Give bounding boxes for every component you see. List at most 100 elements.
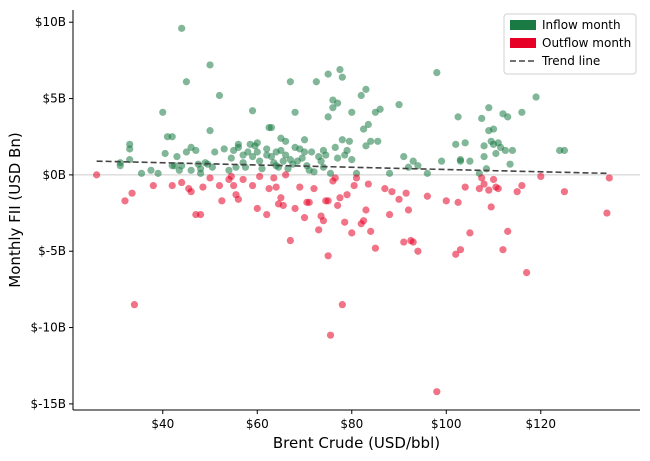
inflow-point-138 <box>492 149 500 158</box>
inflow-point-95 <box>336 65 344 74</box>
inflow-point-126 <box>461 139 469 147</box>
outflow-point-71 <box>414 247 422 255</box>
outflow-point-19 <box>234 195 242 203</box>
outflow-point-84 <box>487 203 495 211</box>
y-tick-label: $0B <box>42 168 66 182</box>
outflow-point-55 <box>352 174 361 182</box>
inflow-point-9 <box>161 149 169 158</box>
outflow-point-65 <box>395 195 403 203</box>
outflow-point-70 <box>409 238 417 246</box>
inflow-point-118 <box>414 162 422 170</box>
inflow-point-7 <box>154 169 162 177</box>
inflow-point-146 <box>518 108 526 116</box>
inflow-point-52 <box>263 145 271 153</box>
outflow-point-77 <box>456 246 465 254</box>
outflow-point-17 <box>230 181 238 190</box>
inflow-point-16 <box>178 24 186 32</box>
inflow-point-50 <box>256 157 264 165</box>
inflow-point-113 <box>385 169 394 177</box>
inflow-point-127 <box>466 157 474 165</box>
inflow-point-91 <box>329 104 337 112</box>
inflow-point-45 <box>248 107 257 115</box>
outflow-point-67 <box>402 189 410 197</box>
y-tick-label: $5B <box>42 92 66 106</box>
inflow-point-89 <box>326 169 335 177</box>
axis-ticks: $40 $60 $80 $100 $120 $10B $5B $0B $-5B $-10B $-15… <box>31 15 557 431</box>
outflow-point-27 <box>272 183 280 191</box>
inflow-point-64 <box>282 137 290 145</box>
inflow-point-29 <box>206 127 214 135</box>
inflow-point-130 <box>480 142 488 150</box>
inflow-point-28 <box>206 61 214 69</box>
outflow-point-94 <box>560 188 569 196</box>
inflow-point-117 <box>409 157 417 165</box>
outflow-point-34 <box>296 183 304 191</box>
outflow-point-32 <box>286 236 294 245</box>
outflow-point-4 <box>149 181 157 190</box>
inflow-point-83 <box>317 157 325 165</box>
outflow-point-3 <box>130 301 139 309</box>
inflow-point-120 <box>433 68 441 77</box>
data-points <box>93 24 613 396</box>
y-tick-label: $-5B <box>38 244 66 258</box>
outflow-point-92 <box>523 268 531 277</box>
inflow-point-11 <box>168 133 176 141</box>
x-tick-label: $120 <box>526 417 557 431</box>
outflow-point-47 <box>331 174 339 182</box>
inflow-point-18 <box>182 78 190 86</box>
x-tick-label: $100 <box>431 417 462 431</box>
inflow-point-66 <box>284 165 292 173</box>
inflow-point-80 <box>310 168 318 176</box>
inflow-point-104 <box>357 91 365 100</box>
inflow-point-129 <box>478 114 486 122</box>
outflow-point-90 <box>513 188 521 196</box>
outflow-point-25 <box>265 185 273 193</box>
inflow-point-33 <box>220 145 228 153</box>
inflow-point-105 <box>359 125 368 133</box>
inflow-point-74 <box>298 154 306 162</box>
outflow-point-1 <box>121 197 129 205</box>
inflow-point-48 <box>253 139 261 147</box>
inflow-point-22 <box>192 146 200 155</box>
inflow-point-100 <box>345 137 354 145</box>
inflow-point-3 <box>126 145 134 153</box>
legend-label-trend: Trend line <box>541 54 600 68</box>
inflow-point-93 <box>334 99 342 107</box>
inflow-point-149 <box>560 146 569 155</box>
outflow-point-93 <box>537 172 545 181</box>
inflow-point-121 <box>437 157 446 165</box>
outflow-point-95 <box>603 209 611 217</box>
inflow-point-49 <box>253 148 261 156</box>
inflow-point-86 <box>322 151 330 159</box>
outflow-point-38 <box>310 185 318 193</box>
inflow-point-142 <box>501 146 509 155</box>
trend-line <box>96 160 607 175</box>
x-tick-label: $80 <box>340 417 363 431</box>
legend-swatch-inflow <box>510 20 536 30</box>
inflow-point-56 <box>267 152 276 161</box>
legend-label-inflow: Inflow month <box>542 18 621 32</box>
legend-swatch-outflow <box>510 38 536 48</box>
y-axis-title: Monthly FII (USD Bn) <box>6 132 24 287</box>
outflow-point-20 <box>239 175 247 184</box>
inflow-point-97 <box>338 136 346 144</box>
inflow-point-114 <box>395 101 403 109</box>
inflow-point-111 <box>374 137 382 145</box>
inflow-point-108 <box>364 120 372 129</box>
outflow-point-91 <box>518 181 526 190</box>
inflow-point-39 <box>234 143 242 152</box>
outflow-point-57 <box>359 217 368 225</box>
outflow-point-16 <box>227 172 235 181</box>
inflow-point-51 <box>258 165 266 173</box>
inflow-point-112 <box>376 105 384 113</box>
outflow-point-74 <box>442 197 450 205</box>
outflow-point-8 <box>187 188 195 196</box>
inflow-point-109 <box>367 137 375 145</box>
x-tick-label: $60 <box>246 417 269 431</box>
inflow-point-123 <box>454 113 462 121</box>
outflow-point-58 <box>362 206 370 214</box>
outflow-point-49 <box>336 194 344 202</box>
outflow-point-21 <box>248 181 257 190</box>
inflow-point-116 <box>404 163 413 171</box>
inflow-point-79 <box>308 148 316 156</box>
